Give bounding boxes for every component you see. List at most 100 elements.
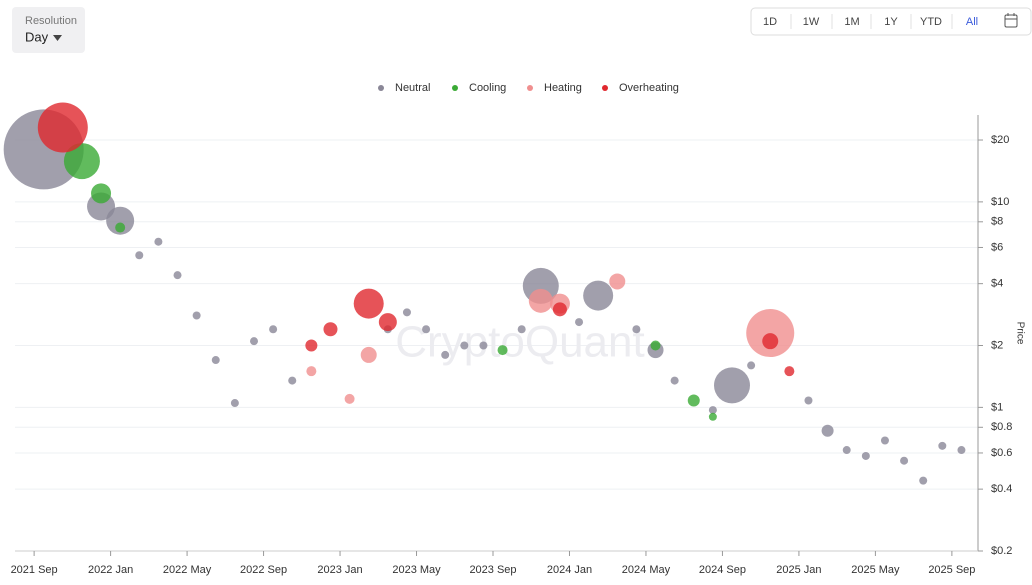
point (192, 311, 201, 320)
point (861, 451, 870, 460)
y-tick-label: $0.2 (991, 545, 1012, 557)
point (479, 341, 488, 350)
x-tick-label: 2024 May (622, 564, 671, 576)
y-tick-label: $10 (991, 196, 1009, 208)
range-bar (750, 7, 1032, 36)
point (115, 222, 126, 233)
legend-marker (452, 85, 458, 91)
point (37, 102, 88, 153)
range-button[interactable]: All (966, 16, 978, 28)
calendar-icon[interactable] (1004, 13, 1018, 28)
point (714, 367, 750, 404)
point (517, 325, 526, 334)
range-button[interactable]: 1D (763, 16, 777, 28)
y-tick-label: $8 (991, 216, 1003, 228)
point (344, 393, 355, 404)
series-2 (306, 273, 795, 404)
point (460, 341, 469, 350)
resolution-label: Resolution (25, 15, 77, 27)
point (900, 456, 909, 465)
point (784, 366, 795, 377)
range-button[interactable]: 1Y (884, 16, 898, 28)
point (821, 424, 834, 437)
point (353, 288, 384, 319)
watermark: CryptoQuant (395, 318, 644, 367)
point (708, 412, 717, 421)
x-tick-label: 2022 May (163, 564, 212, 576)
point (575, 318, 584, 327)
legend-label: Overheating (619, 82, 679, 94)
x-tick-label: 2025 May (851, 564, 900, 576)
legend-marker (378, 85, 384, 91)
point (497, 345, 508, 356)
point (154, 237, 163, 246)
point (804, 396, 813, 405)
point (173, 271, 182, 280)
point (583, 280, 614, 311)
point (552, 302, 567, 317)
y-tick-label: $0.8 (991, 421, 1012, 433)
legend-label: Heating (544, 82, 582, 94)
point (687, 394, 700, 407)
point (842, 446, 851, 455)
point (106, 206, 135, 235)
resolution-value[interactable]: Day (25, 29, 49, 44)
x-tick-label: 2023 Jan (317, 564, 362, 576)
legend-marker (602, 85, 608, 91)
point (63, 143, 100, 180)
x-tick-label: 2023 May (392, 564, 441, 576)
point (957, 446, 966, 455)
x-tick-label: 2023 Sep (469, 564, 516, 576)
x-tick-label: 2021 Sep (11, 564, 58, 576)
x-tick-label: 2025 Sep (928, 564, 975, 576)
point (323, 322, 338, 337)
point (746, 309, 795, 358)
point (670, 376, 679, 385)
y-tick-label: $2 (991, 339, 1003, 351)
point (632, 325, 641, 334)
point (938, 441, 947, 450)
point (402, 308, 411, 317)
legend-label: Neutral (395, 82, 430, 94)
point (211, 356, 220, 365)
point (230, 399, 239, 408)
point (305, 339, 318, 352)
series-3 (37, 102, 795, 377)
point (135, 251, 144, 260)
series-0 (3, 109, 966, 485)
x-tick-label: 2022 Jan (88, 564, 133, 576)
y-tick-label: $20 (991, 134, 1009, 146)
range-button[interactable]: 1W (803, 16, 820, 28)
point (650, 340, 661, 351)
y-tick-label: $6 (991, 241, 1003, 253)
point (708, 406, 717, 415)
point (269, 325, 278, 334)
legend-label: Cooling (469, 82, 506, 94)
point (880, 436, 889, 445)
point (422, 325, 431, 334)
series-1 (63, 143, 717, 421)
range-button[interactable]: 1M (844, 16, 859, 28)
point (919, 476, 928, 485)
x-tick-label: 2024 Sep (699, 564, 746, 576)
y-tick-label: $4 (991, 278, 1003, 290)
point (747, 361, 756, 370)
point (306, 366, 317, 377)
resolution-select[interactable] (12, 7, 85, 53)
point (378, 313, 397, 332)
point (609, 273, 626, 290)
point (91, 183, 112, 204)
x-tick-label: 2024 Jan (547, 564, 592, 576)
point (288, 376, 297, 385)
dropdown-arrow (53, 35, 62, 41)
range-button[interactable]: YTD (920, 16, 942, 28)
legend-marker (527, 85, 533, 91)
y-tick-label: $1 (991, 401, 1003, 413)
point (441, 350, 450, 359)
point (250, 337, 258, 346)
y-tick-label: $0.6 (991, 447, 1012, 459)
point (762, 333, 779, 350)
y-tick-label: $0.4 (991, 483, 1012, 495)
